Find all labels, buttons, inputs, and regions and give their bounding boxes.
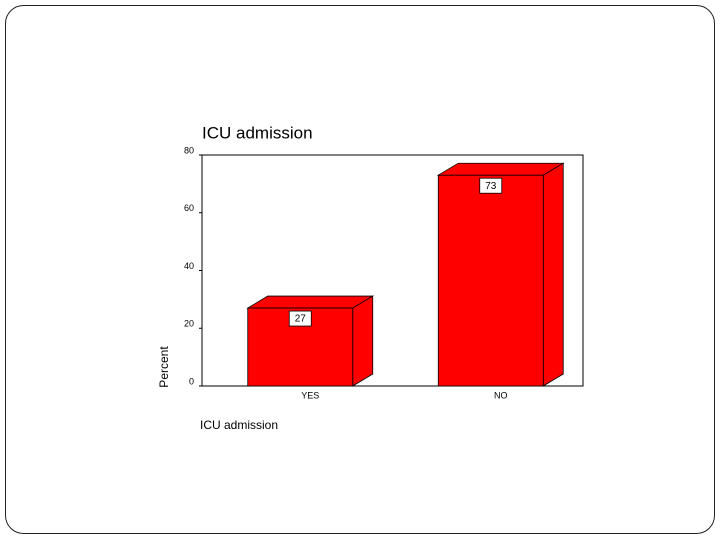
bar-top: [436, 162, 565, 176]
y-tick-label: 60: [184, 203, 194, 213]
y-axis-label: Percent: [157, 346, 171, 388]
y-tick-label: 40: [184, 261, 194, 271]
data-label: 73: [485, 181, 497, 192]
bar-side: [542, 162, 564, 387]
bar-side: [352, 295, 374, 387]
x-tick-label: YES: [301, 390, 319, 400]
slide-border: [5, 5, 715, 534]
y-tick-label: 0: [189, 376, 194, 386]
data-label-box: [479, 177, 503, 194]
y-tick-label: 20: [184, 319, 194, 329]
bar: [247, 307, 354, 387]
data-label: 27: [295, 314, 307, 325]
x-axis-label: ICU admission: [200, 418, 278, 432]
data-label-box: [288, 310, 312, 327]
bar-top: [246, 295, 375, 309]
chart-title: ICU admission: [202, 123, 313, 142]
bar: [437, 174, 544, 387]
x-tick-label: NO: [494, 390, 508, 400]
y-tick-label: 80: [184, 145, 194, 155]
